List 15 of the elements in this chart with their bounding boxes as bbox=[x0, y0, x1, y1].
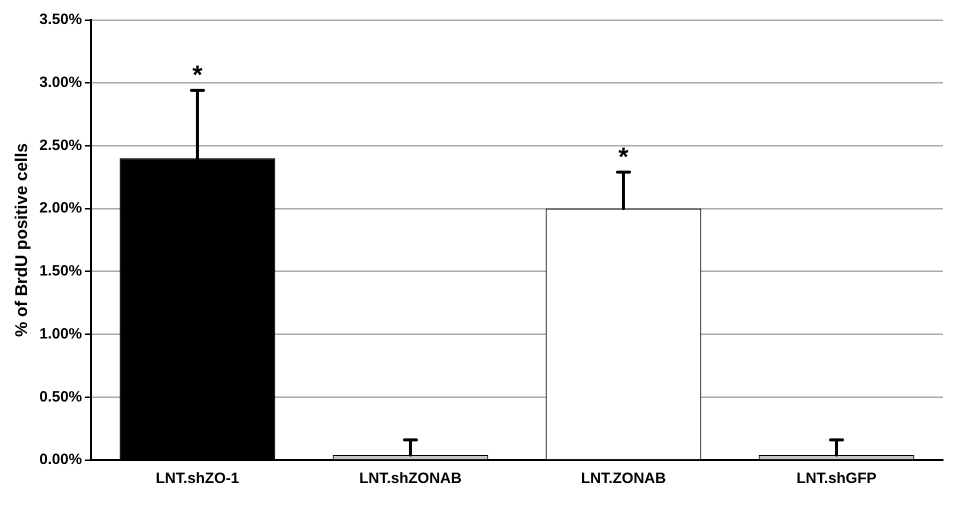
y-tick-label: 2.50% bbox=[39, 136, 82, 154]
y-tick-label: 1.00% bbox=[39, 325, 82, 342]
y-tick-label: 0.50% bbox=[39, 388, 82, 406]
y-tick-label: 3.50% bbox=[39, 11, 82, 28]
x-tick-label: LNT.shGFP bbox=[796, 470, 876, 488]
y-axis-title: % of BrdU positive cells bbox=[12, 143, 31, 337]
y-tick-label: 1.50% bbox=[39, 262, 82, 280]
annotation: * bbox=[618, 141, 630, 172]
x-tick-label: LNT.shZO-1 bbox=[156, 470, 240, 488]
annotation: * bbox=[192, 60, 204, 90]
y-tick-label: 2.00% bbox=[39, 200, 82, 217]
y-tick-label: 0.00% bbox=[39, 451, 82, 468]
x-tick-label: LNT.shZONAB bbox=[359, 470, 462, 488]
y-tick-label: 3.00% bbox=[39, 74, 82, 91]
x-tick-label: LNT.ZONAB bbox=[580, 470, 666, 488]
